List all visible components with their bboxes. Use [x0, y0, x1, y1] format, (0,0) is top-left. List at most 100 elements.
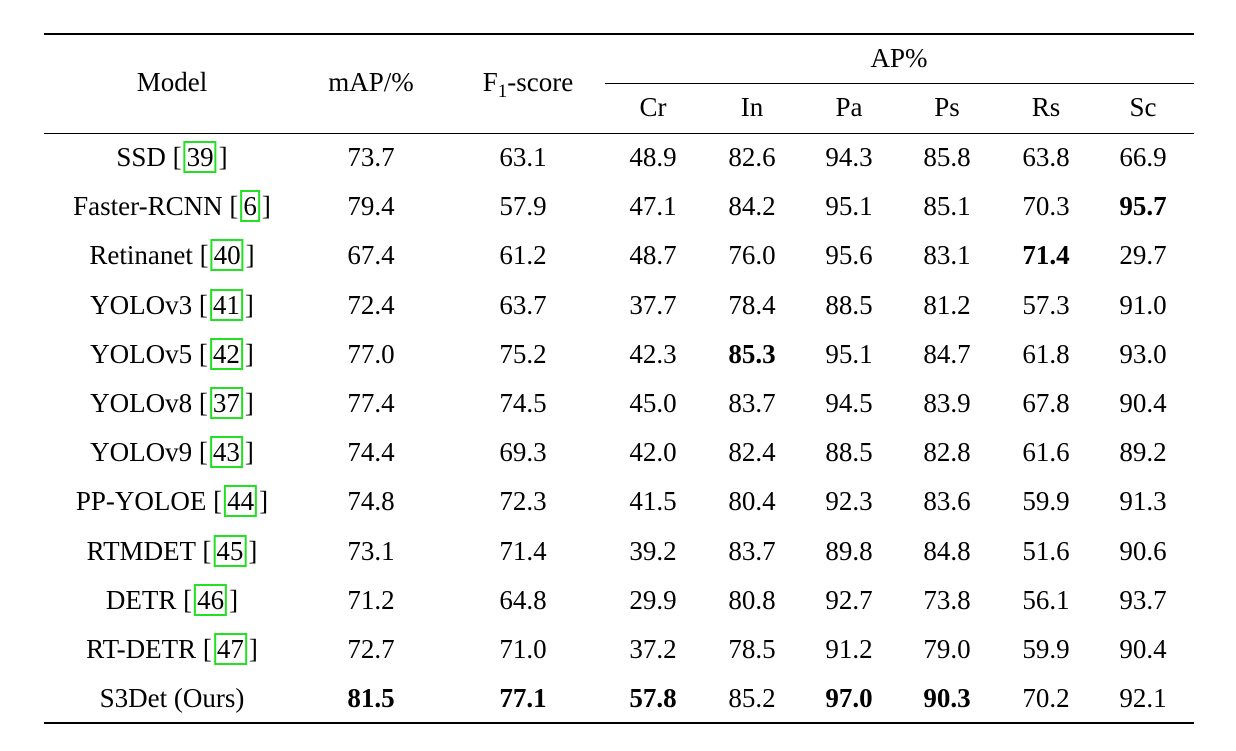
bottom-rule	[44, 722, 1194, 724]
value-cell: 89.8	[825, 536, 873, 566]
citation-link[interactable]: 40	[210, 239, 244, 271]
citation-link[interactable]: 6	[240, 190, 260, 222]
citation-link[interactable]: 45	[213, 535, 247, 567]
value-cell: 80.8	[728, 585, 776, 615]
value-cell: 82.4	[728, 437, 776, 467]
value-cell: 74.8	[347, 486, 395, 516]
value-cell: 72.4	[347, 290, 395, 320]
value-cell: 90.4	[1119, 388, 1167, 418]
header-class-ps: Ps	[934, 92, 960, 122]
header-ap: AP%	[870, 43, 928, 73]
model-name: Faster-RCNN	[73, 191, 223, 221]
value-cell: 84.8	[923, 536, 971, 566]
value-cell: 71.4	[499, 536, 547, 566]
value-cell: 82.8	[923, 437, 971, 467]
value-cell: 83.1	[923, 240, 971, 270]
value-cell: 93.0	[1119, 339, 1167, 369]
value-cell: 41.5	[629, 486, 677, 516]
value-cell: 95.1	[825, 191, 873, 221]
value-cell: 81.5	[347, 683, 395, 713]
header-f1-score: F1-score	[483, 66, 574, 108]
value-cell: 84.7	[923, 339, 971, 369]
model-name-cell: YOLOv5 [42]	[90, 338, 254, 370]
value-cell: 42.0	[629, 437, 677, 467]
value-cell: 79.4	[347, 191, 395, 221]
value-cell: 80.4	[728, 486, 776, 516]
value-cell: 29.9	[629, 585, 677, 615]
value-cell: 85.2	[728, 683, 776, 713]
top-rule	[44, 33, 1194, 35]
value-cell: 94.5	[825, 388, 873, 418]
value-cell: 63.1	[499, 142, 547, 172]
value-cell: 63.7	[499, 290, 547, 320]
value-cell: 69.3	[499, 437, 547, 467]
value-cell: 88.5	[825, 437, 873, 467]
value-cell: 75.2	[499, 339, 547, 369]
header-model: Model	[136, 67, 208, 97]
model-name-cell: Retinanet [40]	[89, 239, 255, 271]
value-cell: 71.2	[347, 585, 395, 615]
model-name-cell: YOLOv8 [37]	[90, 387, 254, 419]
model-name: Retinanet	[89, 240, 193, 270]
value-cell: 61.2	[499, 240, 547, 270]
model-name: YOLOv5	[90, 339, 193, 369]
value-cell: 93.7	[1119, 585, 1167, 615]
citation-link[interactable]: 46	[194, 584, 228, 616]
value-cell: 92.3	[825, 486, 873, 516]
header-class-in: In	[740, 92, 764, 122]
value-cell: 88.5	[825, 290, 873, 320]
citation-link[interactable]: 47	[213, 633, 247, 665]
value-cell: 92.7	[825, 585, 873, 615]
ap-group-rule	[605, 83, 1194, 84]
citation-link[interactable]: 41	[209, 289, 243, 321]
value-cell: 73.1	[347, 536, 395, 566]
value-cell: 56.1	[1022, 585, 1070, 615]
model-name-cell: PP-YOLOE [44]	[75, 485, 269, 517]
value-cell: 92.1	[1119, 683, 1167, 713]
value-cell: 72.7	[347, 634, 395, 664]
value-cell: 85.1	[923, 191, 971, 221]
value-cell: 95.6	[825, 240, 873, 270]
value-cell: 61.8	[1022, 339, 1070, 369]
citation-link[interactable]: 44	[224, 485, 258, 517]
value-cell: 48.7	[629, 240, 677, 270]
value-cell: 73.8	[923, 585, 971, 615]
header-class-cr: Cr	[639, 92, 667, 122]
value-cell: 66.9	[1119, 142, 1167, 172]
header-class-rs: Rs	[1031, 92, 1061, 122]
value-cell: 82.6	[728, 142, 776, 172]
value-cell: 90.3	[923, 683, 971, 713]
value-cell: 45.0	[629, 388, 677, 418]
model-name-cell: YOLOv3 [41]	[90, 289, 254, 321]
value-cell: 71.0	[499, 634, 547, 664]
citation-link[interactable]: 42	[209, 338, 243, 370]
value-cell: 91.3	[1119, 486, 1167, 516]
value-cell: 83.7	[728, 536, 776, 566]
citation-link[interactable]: 43	[209, 436, 243, 468]
header-class-sc: Sc	[1129, 92, 1157, 122]
value-cell: 70.3	[1022, 191, 1070, 221]
value-cell: 64.8	[499, 585, 547, 615]
value-cell: 57.3	[1022, 290, 1070, 320]
citation-link[interactable]: 37	[209, 387, 243, 419]
value-cell: 94.3	[825, 142, 873, 172]
value-cell: 37.2	[629, 634, 677, 664]
value-cell: 78.4	[728, 290, 776, 320]
header-rule	[44, 133, 1194, 134]
value-cell: 83.9	[923, 388, 971, 418]
f1-main: F	[482, 67, 498, 97]
value-cell: 81.2	[923, 290, 971, 320]
citation-link[interactable]: 39	[183, 141, 217, 173]
f1-subscript: 1	[497, 81, 508, 102]
value-cell: 74.5	[499, 388, 547, 418]
value-cell: 97.0	[825, 683, 873, 713]
value-cell: 85.3	[728, 339, 776, 369]
model-name-cell: RTMDET [45]	[86, 535, 258, 567]
value-cell: 76.0	[728, 240, 776, 270]
value-cell: 89.2	[1119, 437, 1167, 467]
model-name: YOLOv3	[90, 290, 193, 320]
value-cell: 90.4	[1119, 634, 1167, 664]
model-name: RT-DETR	[86, 634, 197, 664]
value-cell: 77.0	[347, 339, 395, 369]
value-cell: 77.1	[499, 683, 547, 713]
